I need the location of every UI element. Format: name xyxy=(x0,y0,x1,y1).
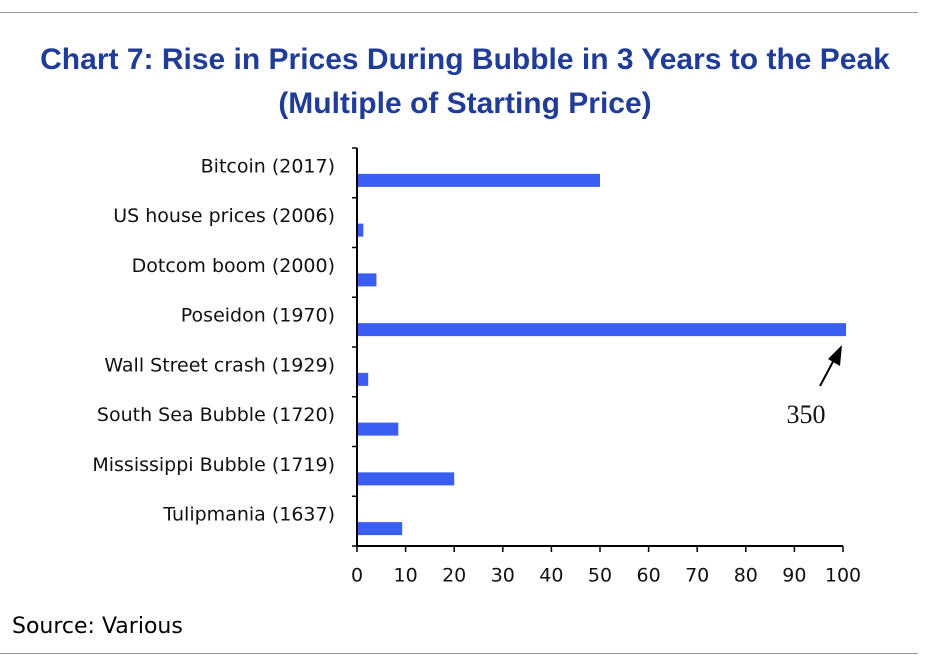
y-tick-label: Bitcoin (2017) xyxy=(201,155,335,177)
value-annotation: 350 xyxy=(787,400,826,429)
x-tick-label: 50 xyxy=(588,565,612,587)
bar xyxy=(357,522,403,536)
x-tick-label: 90 xyxy=(782,565,806,587)
bar xyxy=(357,472,455,486)
y-tick-label: Poseidon (1970) xyxy=(181,305,335,327)
x-tick-label: 70 xyxy=(685,565,709,587)
annotation-arrowhead xyxy=(828,345,842,366)
chart-title: Chart 7: Rise in Prices During Bubble in… xyxy=(40,43,890,120)
x-tick-label: 30 xyxy=(491,565,515,587)
bar xyxy=(357,173,600,187)
y-tick-label: Wall Street crash (1929) xyxy=(104,354,335,376)
bars xyxy=(357,173,846,536)
bar xyxy=(357,372,369,386)
y-tick-label: Tulipmania (1637) xyxy=(162,504,335,526)
x-tick-label: 80 xyxy=(734,565,758,587)
y-tick-label: Dotcom boom (2000) xyxy=(132,255,335,277)
y-tick-label: US house prices (2006) xyxy=(113,205,335,227)
source: Source: Various xyxy=(12,614,183,639)
bottom-rule xyxy=(0,653,918,654)
x-tick-label: 10 xyxy=(394,565,418,587)
top-rule xyxy=(0,12,918,13)
x-tick-label: 60 xyxy=(637,565,661,587)
y-tick-label: South Sea Bubble (1720) xyxy=(97,404,335,426)
x-tick-label: 0 xyxy=(351,565,363,587)
bar xyxy=(357,273,377,287)
y-tick-label: Mississippi Bubble (1719) xyxy=(92,454,335,476)
bar xyxy=(357,323,846,337)
x-tick-label: 20 xyxy=(442,565,466,587)
bar xyxy=(357,223,364,237)
x-tick-label: 100 xyxy=(825,565,861,587)
x-tick-label: 40 xyxy=(539,565,563,587)
bar xyxy=(357,422,399,436)
